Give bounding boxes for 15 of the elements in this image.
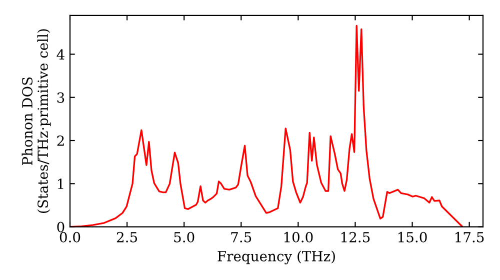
y-tick-label: 2 [57, 135, 64, 146]
x-axis-title: Frequency (THz) [218, 250, 335, 264]
y-tick-label: 1 [58, 178, 64, 189]
x-tick-label: 12.5 [341, 232, 370, 242]
x-tick-label: 2.5 [116, 232, 138, 242]
y-axis-title: Phonon DOS (States/THz·primitive cell) [22, 29, 51, 213]
y-tick-label: 0 [57, 222, 64, 232]
x-tick-label: 10.0 [284, 232, 313, 242]
y-tick-label: 3 [57, 92, 64, 103]
x-tick-label: 7.5 [231, 232, 252, 242]
x-tick-label: 5.0 [174, 232, 194, 242]
y-tick-label: 4 [56, 49, 64, 60]
x-tick-label: 0.0 [60, 232, 80, 242]
x-tick-label: 17.5 [456, 232, 484, 242]
x-tick-label: 15.0 [398, 232, 427, 242]
